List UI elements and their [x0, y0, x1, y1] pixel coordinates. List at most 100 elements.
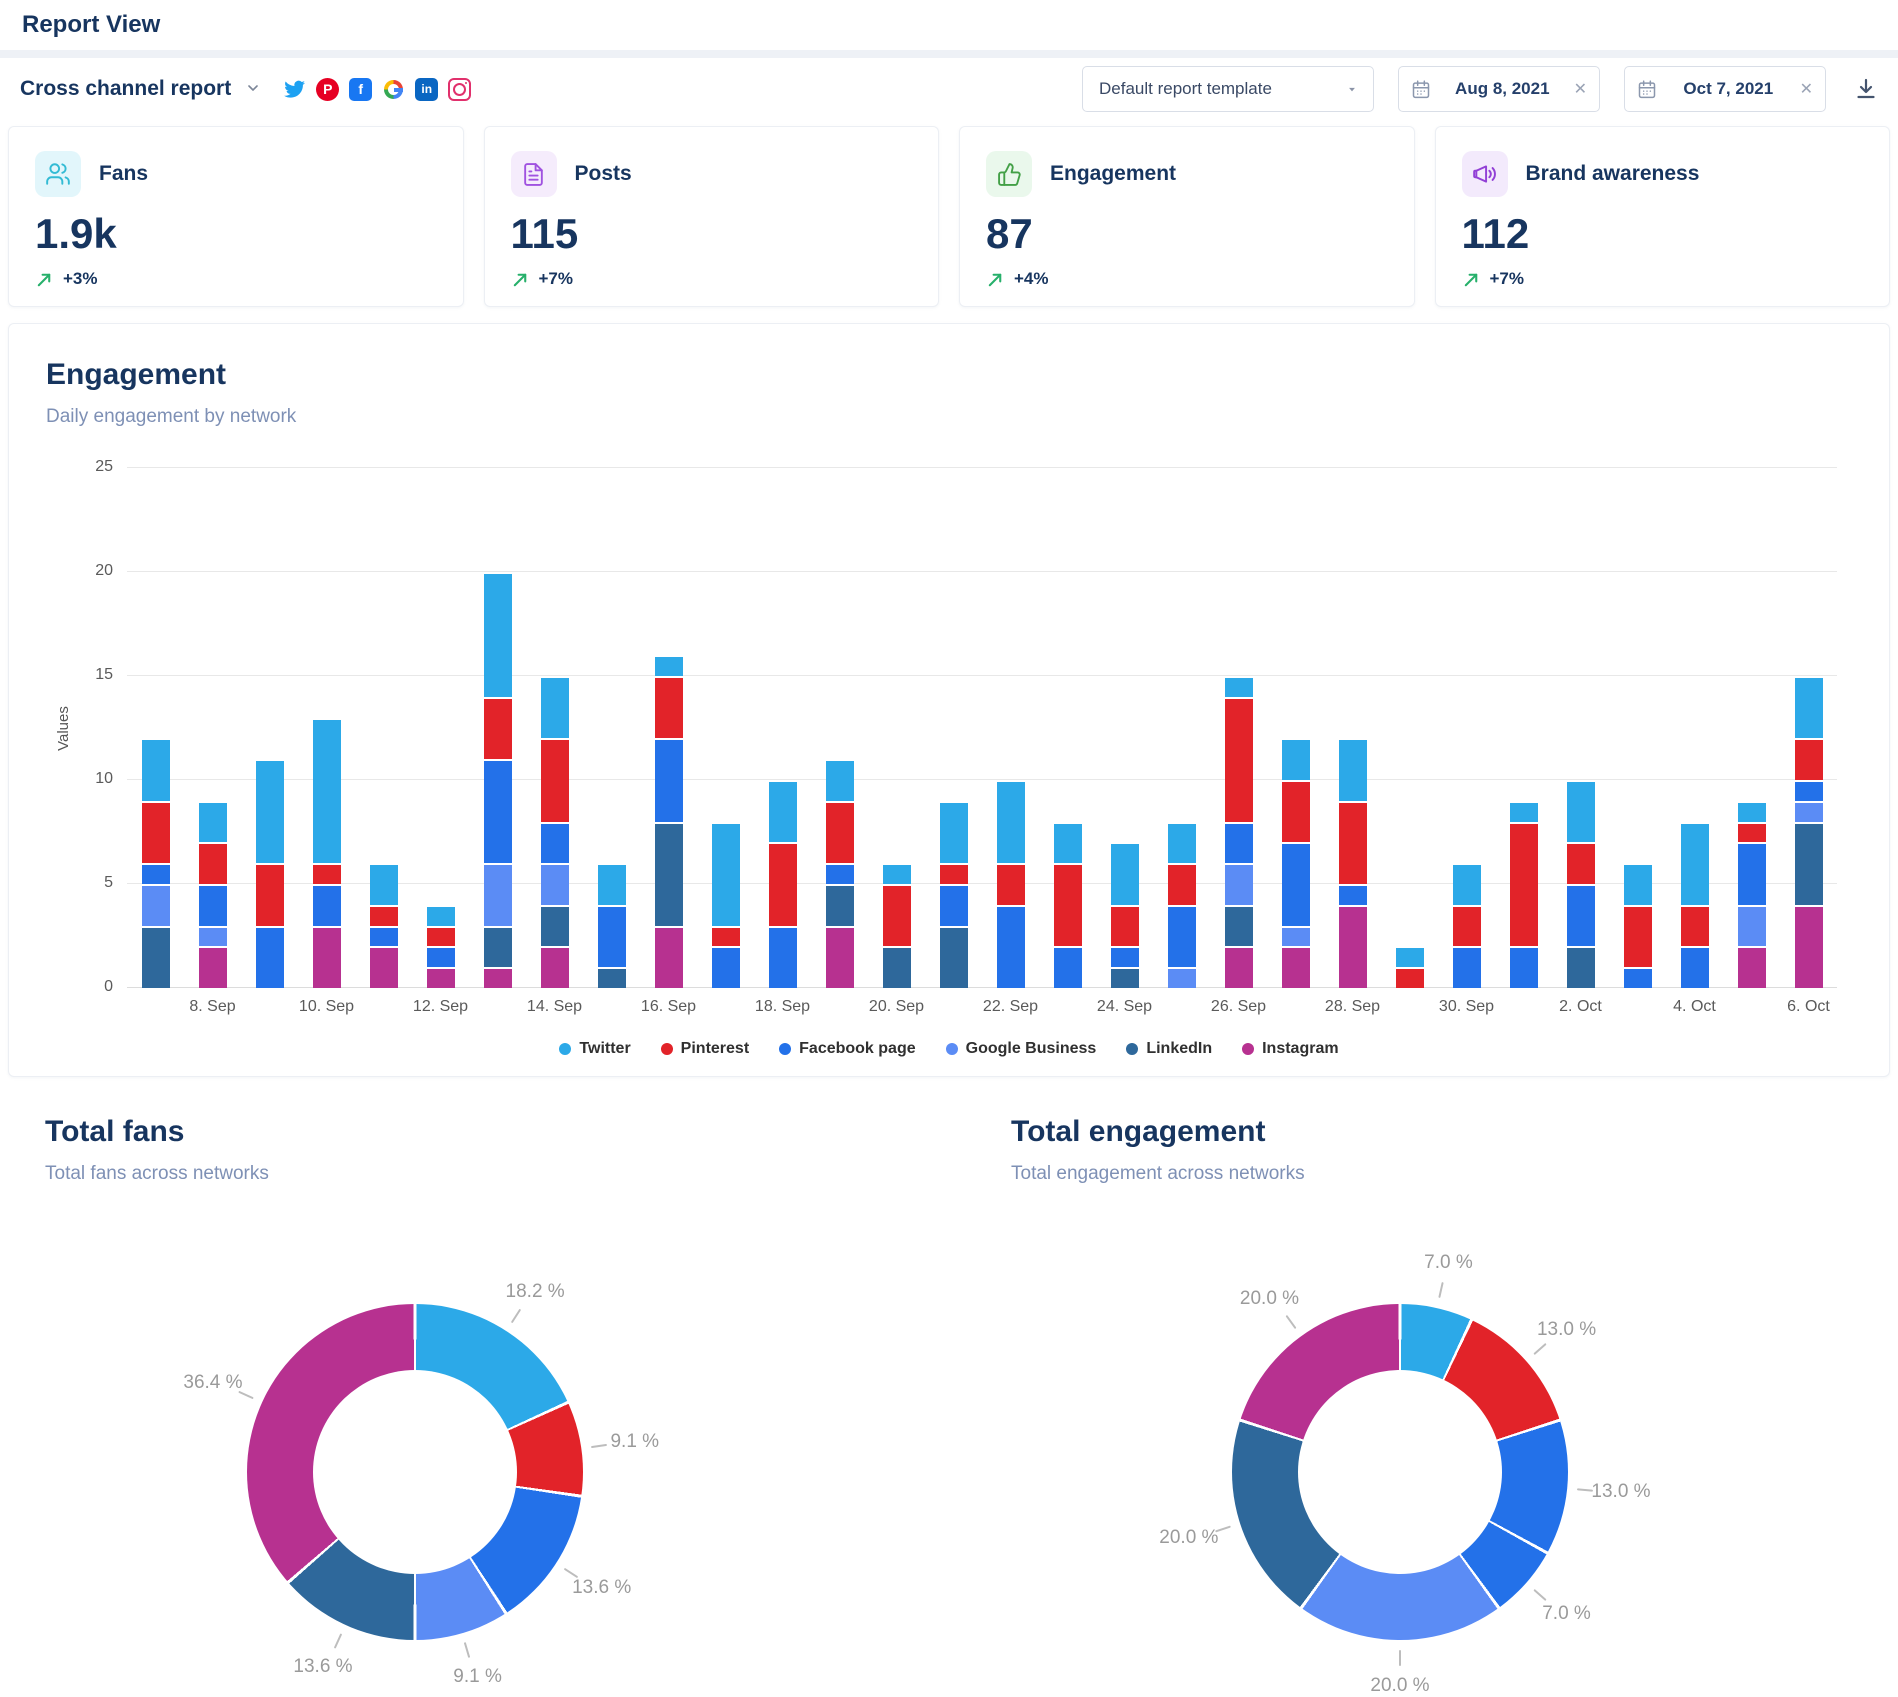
stacked-bar: [1167, 821, 1196, 988]
date-to-input[interactable]: Oct 7, 2021 ✕: [1624, 66, 1826, 112]
legend-item-twitter[interactable]: Twitter: [559, 1040, 631, 1058]
bar-segment-facebook-page: [1737, 842, 1766, 905]
bar-segment-pinterest: [1680, 904, 1709, 947]
trend-up-icon: [513, 273, 526, 286]
bar-segment-linkedin: [1794, 821, 1823, 905]
bar-slot: 4. Oct: [1666, 468, 1723, 1015]
donut-hole: [313, 1370, 517, 1574]
stacked-bar: [1452, 863, 1481, 988]
bar-slot: [1609, 468, 1666, 988]
bar-segment-pinterest: [1794, 738, 1823, 781]
x-axis-tick: 2. Oct: [1559, 998, 1602, 1015]
report-template-select[interactable]: Default report template: [1082, 66, 1374, 112]
legend-item-pinterest[interactable]: Pinterest: [660, 1040, 749, 1058]
bar-segment-google-business: [1737, 904, 1766, 947]
users-icon: [35, 151, 81, 197]
pie-slice-label-linkedin: 20.0 %: [1159, 1527, 1219, 1549]
bar-segment-pinterest: [1338, 800, 1367, 885]
pinterest-icon[interactable]: P: [316, 77, 340, 101]
x-axis-tick: 26. Sep: [1210, 998, 1267, 1015]
pie-slice-label-linkedin: 13.6 %: [293, 1655, 353, 1677]
bar-segment-pinterest: [1224, 696, 1253, 822]
pie-slice-label-facebook-page: 7.0 %: [1542, 1602, 1591, 1624]
x-axis-tick: 6. Oct: [1787, 998, 1830, 1015]
bar-segment-pinterest: [825, 800, 854, 864]
bar-slot: 6. Oct: [1780, 468, 1837, 1015]
bar-slot: [241, 468, 298, 988]
instagram-icon[interactable]: [448, 77, 472, 101]
bar-segment-pinterest: [312, 863, 341, 885]
pie-subtitle: Total engagement across networks: [1011, 1163, 1305, 1184]
bar-segment-pinterest: [1110, 904, 1139, 947]
bar-segment-twitter: [1053, 821, 1082, 864]
stacked-bar: [1224, 676, 1253, 988]
twitter-icon[interactable]: [283, 78, 306, 101]
clear-date-to-icon[interactable]: ✕: [1799, 81, 1813, 98]
bar-segment-twitter: [1110, 842, 1139, 905]
gridline: [127, 467, 1837, 468]
pie-slice-label-google-business: 20.0 %: [1370, 1675, 1430, 1696]
facebook-icon[interactable]: f: [349, 77, 373, 101]
legend-item-google-business[interactable]: Google Business: [945, 1040, 1096, 1058]
legend-item-facebook-page[interactable]: Facebook page: [779, 1040, 916, 1058]
stacked-bar: [540, 676, 569, 988]
calendar-icon: [1412, 80, 1430, 99]
trend-up-icon: [1464, 273, 1477, 286]
stacked-bar: [825, 759, 854, 988]
bar-segment-twitter: [312, 717, 341, 864]
bar-segment-linkedin: [939, 925, 968, 988]
bar-segment-linkedin: [597, 967, 626, 988]
download-report-button[interactable]: [1854, 77, 1878, 101]
bar-segment-twitter: [255, 759, 284, 864]
bar-segment-facebook-page: [1224, 821, 1253, 864]
chevron-down-icon[interactable]: [245, 80, 261, 99]
pie-slice-label-twitter: 18.2 %: [505, 1281, 565, 1303]
select-caret-icon: [1349, 87, 1355, 92]
bar-segment-pinterest: [939, 863, 968, 885]
report-name-dropdown[interactable]: Cross channel report: [20, 77, 232, 100]
bar-segment-facebook-page: [1452, 946, 1481, 988]
bar-segment-linkedin: [1566, 946, 1595, 988]
file-text-icon: [510, 151, 557, 197]
pie-subtitle: Total fans across networks: [45, 1163, 269, 1184]
kpi-trend-value: +3%: [63, 269, 98, 288]
bar-segment-pinterest: [198, 842, 227, 885]
pie-label-connector: [591, 1443, 608, 1448]
kpi-label: Engagement: [1050, 162, 1177, 185]
kpi-label: Posts: [574, 162, 632, 185]
bar-slot: [697, 468, 754, 988]
stacked-bar: [654, 655, 683, 988]
stacked-bar: [1623, 863, 1652, 988]
date-from-input[interactable]: Aug 8, 2021 ✕: [1398, 66, 1600, 112]
bar-segment-instagram: [426, 967, 455, 988]
bar-segment-pinterest: [255, 863, 284, 926]
pie-label-connector: [1399, 1650, 1401, 1666]
stacked-bar: [597, 863, 626, 988]
bar-segment-google-business: [198, 925, 227, 947]
legend-marker: [1242, 1043, 1255, 1055]
linkedin-icon[interactable]: in: [415, 77, 439, 101]
bar-segment-pinterest: [369, 904, 398, 926]
stacked-bar: [1509, 800, 1538, 988]
clear-date-from-icon[interactable]: ✕: [1573, 81, 1587, 98]
bar-segment-facebook-page: [1281, 842, 1310, 926]
bar-segment-twitter: [882, 863, 911, 885]
legend-item-instagram[interactable]: Instagram: [1242, 1040, 1339, 1058]
bar-segment-linkedin: [483, 925, 512, 968]
legend-item-linkedin[interactable]: LinkedIn: [1126, 1040, 1212, 1058]
bar-segment-facebook-page: [1110, 946, 1139, 968]
download-icon: [1857, 78, 1875, 99]
kpi-trend-value: +4%: [1014, 269, 1049, 288]
bar-segment-pinterest: [1566, 842, 1595, 885]
bar-segment-linkedin: [1224, 904, 1253, 947]
bar-slot: [469, 468, 526, 988]
pie-label-connector: [1532, 1342, 1547, 1356]
bar-segment-pinterest: [483, 696, 512, 760]
y-axis-tick: 0: [104, 978, 113, 995]
pie-label-connector: [1532, 1588, 1547, 1602]
bar-plot: Values 0 5 10 15 20 25 8. Sep 10. Sep 12. Sep 14.…: [55, 458, 1837, 1015]
google-icon[interactable]: [382, 77, 406, 101]
y-axis-tick: 10: [95, 770, 113, 787]
bar-slot: [1495, 468, 1552, 988]
bar-segment-instagram: [483, 967, 512, 988]
